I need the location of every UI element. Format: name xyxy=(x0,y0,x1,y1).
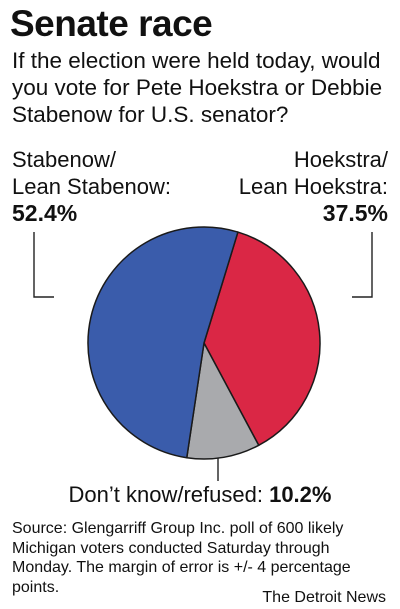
stabenow-label-line2: Lean Stabenow: xyxy=(12,174,172,199)
slice-stabenow xyxy=(87,226,239,459)
publisher-credit: The Detroit News xyxy=(262,589,386,606)
source-note: Source: Glengarriff Group Inc. poll of 6… xyxy=(12,519,392,597)
source-line-1: Source: Glengarriff Group Inc. poll of 6… xyxy=(12,520,344,537)
poll-question: If the election were held today, would y… xyxy=(12,47,392,128)
question-line-3: Stabenow for U.S. senator? xyxy=(12,102,289,127)
question-line-1: If the election were held today, would xyxy=(12,48,381,73)
hoekstra-label-line1: Hoekstra/ xyxy=(293,147,388,172)
dontknow-label: Don’t know/refused: 10.2% xyxy=(0,481,400,509)
hoekstra-value: 37.5% xyxy=(322,200,388,226)
stabenow-label: Stabenow/ Lean Stabenow: 52.4% xyxy=(12,146,171,227)
hoekstra-label: Hoekstra/ Lean Hoekstra: 37.5% xyxy=(239,146,388,227)
chart-title: Senate race xyxy=(10,3,213,44)
hoekstra-connector xyxy=(352,232,373,298)
source-line-4: points. xyxy=(12,578,60,596)
dontknow-label-text: Don’t know/refused: xyxy=(68,482,263,507)
hoekstra-label-line2: Lean Hoekstra: xyxy=(238,174,388,199)
slice-hoekstra xyxy=(203,231,321,447)
source-line-3: Monday. The margin of error is +/- 4 per… xyxy=(12,559,351,576)
stabenow-value: 52.4% xyxy=(12,200,78,226)
stabenow-connector xyxy=(33,232,54,298)
pie-slices xyxy=(87,226,321,460)
label-connectors xyxy=(33,232,373,481)
slice-dontknow xyxy=(186,342,260,460)
question-line-2: you vote for Pete Hoekstra or Debbie xyxy=(12,75,383,100)
stabenow-label-line1: Stabenow/ xyxy=(12,147,116,172)
dontknow-value: 10.2% xyxy=(269,482,332,507)
source-line-2: Michigan voters conducted Saturday throu… xyxy=(12,539,330,557)
